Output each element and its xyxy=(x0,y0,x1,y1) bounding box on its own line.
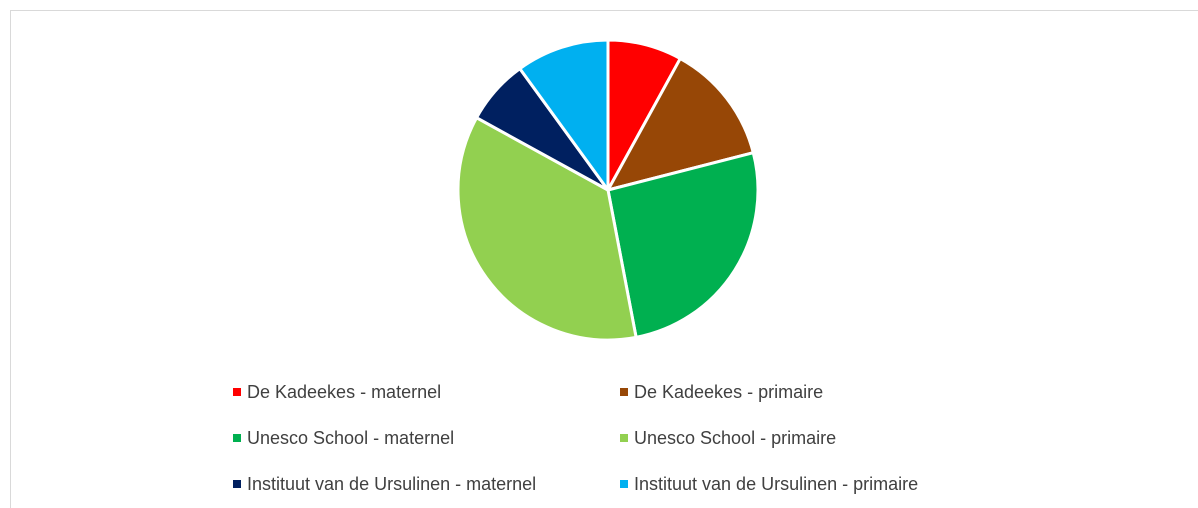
legend-label: De Kadeekes - maternel xyxy=(247,382,441,402)
legend-label: Unesco School - maternel xyxy=(247,428,454,448)
pie-slice xyxy=(606,151,760,339)
legend-swatch xyxy=(233,388,241,396)
legend-swatch xyxy=(620,388,628,396)
legend-swatch xyxy=(233,480,241,488)
pie-slice xyxy=(518,38,610,192)
legend-label: Instituut van de Ursulinen - maternel xyxy=(247,474,536,494)
legend-label: De Kadeekes - primaire xyxy=(634,382,823,402)
legend-label: Unesco School - primaire xyxy=(634,428,836,448)
legend-label: Instituut van de Ursulinen - primaire xyxy=(634,474,918,494)
pie-slice xyxy=(606,57,755,192)
pie-slice xyxy=(456,116,638,342)
legend-swatch xyxy=(233,434,241,442)
legend-swatch xyxy=(620,480,628,488)
legend-swatch xyxy=(620,434,628,442)
